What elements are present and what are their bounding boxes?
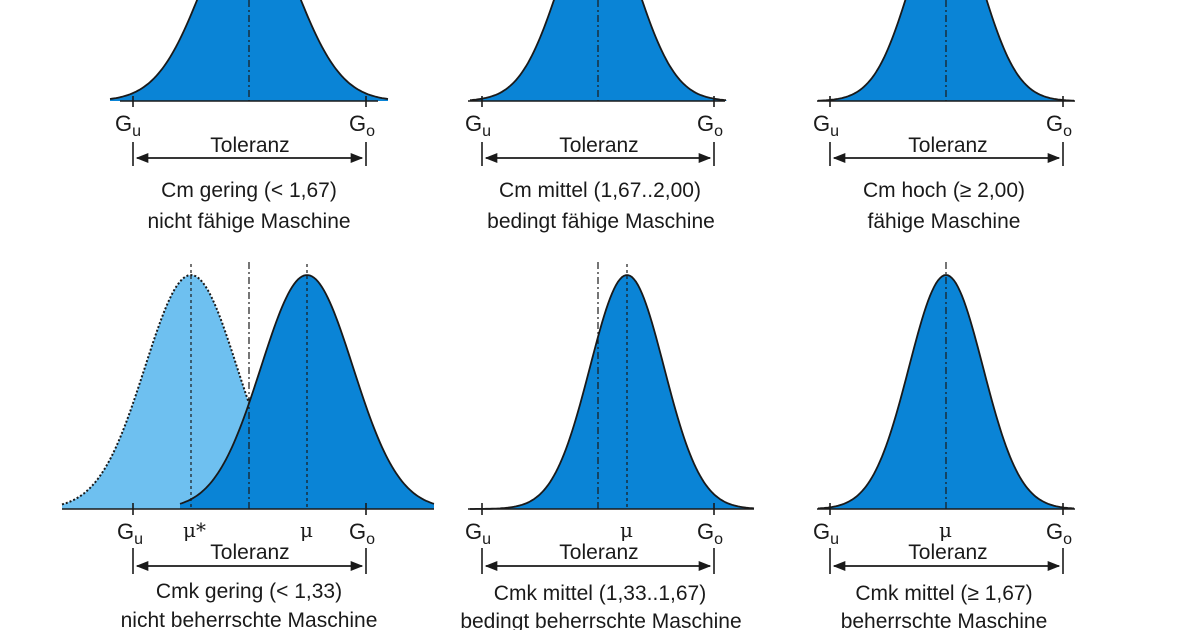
lower-limit-label: Gu [465,519,491,548]
lower-limit-label: Gu [465,111,491,140]
panel-cmk-medium: Gu Go μ Toleranz Cmk mittel (1,33..1,67)… [460,262,754,630]
panel-caption-1: Cm mittel (1,67..2,00) [499,179,701,202]
panel-caption-1: Cm gering (< 1,67) [161,179,337,202]
distribution-curve-area [470,275,754,509]
distribution-curve-outline [817,274,1075,510]
upper-limit-label: Go [697,111,723,140]
panel-caption-1: Cmk mittel (≥ 1,67) [855,582,1032,605]
upper-limit-label: Go [697,519,723,548]
mean-label: μ [620,518,633,542]
distribution-curves [61,0,1075,510]
upper-limit-label: Go [1046,519,1072,548]
panel-cmk-high: Gu Go μ Toleranz Cmk mittel (≥ 1,67) beh… [813,262,1075,630]
panel-cm-medium: Gu Go Toleranz Cm mittel (1,67..2,00) be… [465,0,725,233]
upper-limit-label: Go [349,111,375,140]
lower-limit-label: Gu [117,519,143,548]
panel-cmk-low: Gu Go μ* μ Toleranz Cmk gering (< 1,33) … [62,262,434,630]
distribution-curve-outline [179,274,435,505]
panel-caption-2: bedingt fähige Maschine [487,210,715,233]
tolerance-label: Toleranz [210,134,289,157]
lower-limit-label: Gu [813,519,839,548]
distribution-curve-outline [109,0,389,100]
shifted-mean-label: μ* [183,518,206,542]
tolerance-label: Toleranz [210,541,289,564]
panel-cm-high: Gu Go Toleranz Cm hoch (≥ 2,00) fähige M… [813,0,1075,233]
mean-label: μ [300,518,313,542]
panel-cm-low: Gu Go Toleranz Cm gering (< 1,67) nicht … [115,0,378,233]
tolerance-label: Toleranz [908,541,987,564]
upper-limit-label: Go [1046,111,1072,140]
distribution-curve-outline [470,274,755,510]
panel-caption-1: Cmk mittel (1,33..1,67) [494,582,706,605]
distribution-curve-outline [817,0,1075,102]
shifted-distribution-curve-outline [61,274,331,508]
distribution-curve-outline [469,0,727,101]
tolerance-label: Toleranz [559,134,638,157]
panel-caption-2: beherrschte Maschine [841,610,1048,630]
lower-limit-label: Gu [115,111,141,140]
lower-limit-label: Gu [813,111,839,140]
upper-limit-label: Go [349,519,375,548]
panel-caption-2: fähige Maschine [868,210,1021,233]
panel-caption-1: Cmk gering (< 1,33) [156,580,342,603]
panel-caption-2: nicht fähige Maschine [147,210,350,233]
panel-caption-1: Cm hoch (≥ 2,00) [863,179,1025,202]
tolerance-label: Toleranz [908,134,987,157]
mean-label: μ [939,518,952,542]
tolerance-label: Toleranz [559,541,638,564]
panel-caption-2: bedingt beherrschte Maschine [460,610,741,630]
panel-caption-2: nicht beherrschte Maschine [121,609,378,630]
